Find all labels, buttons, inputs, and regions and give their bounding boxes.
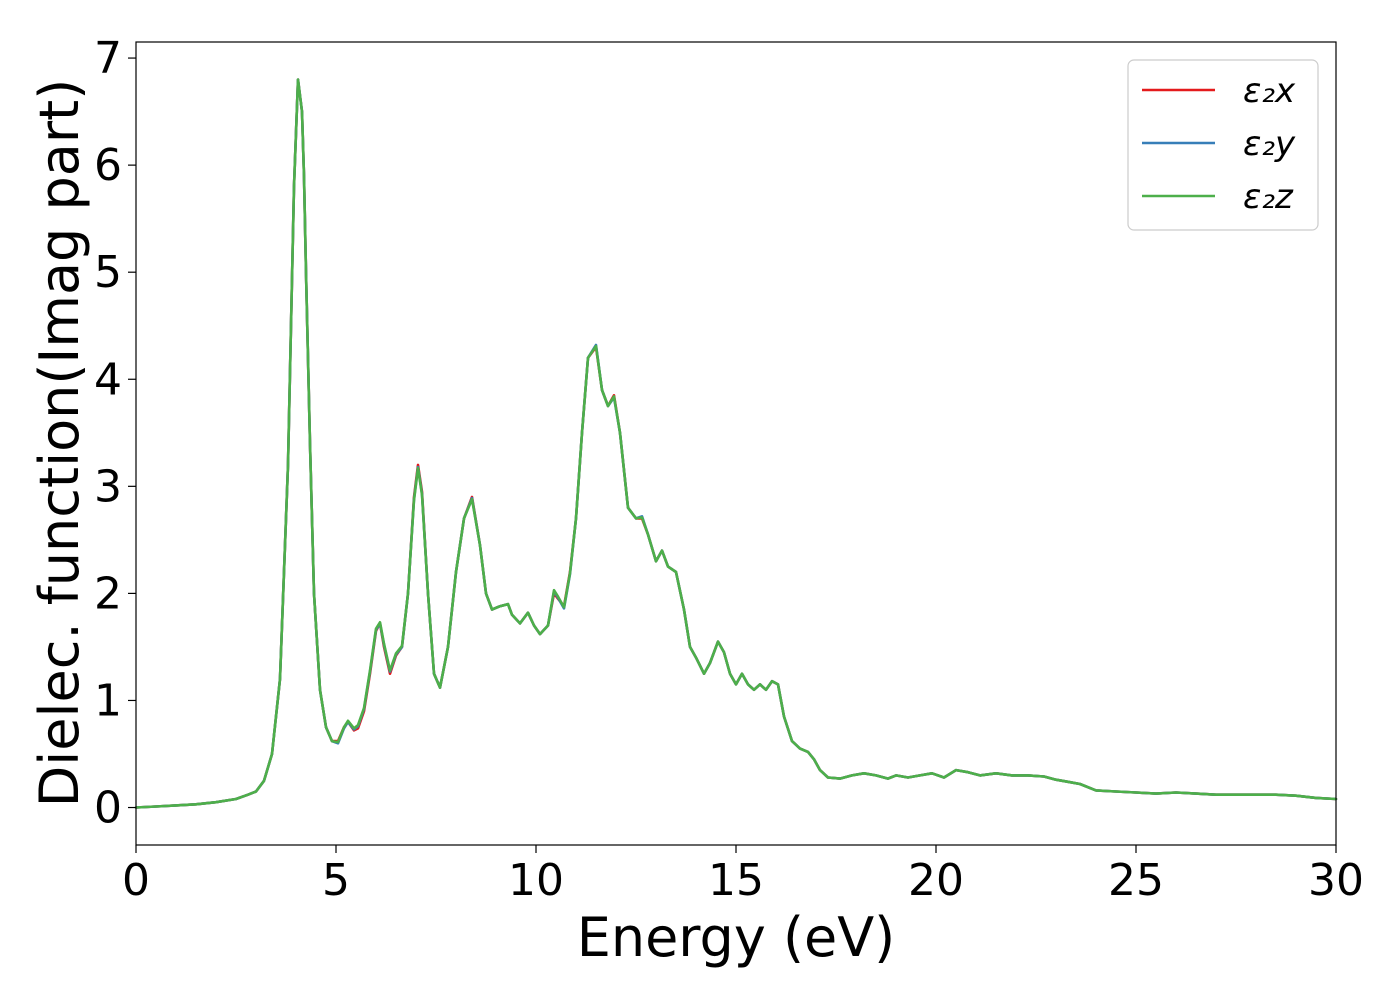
y-tick-label: 5 (94, 247, 122, 298)
x-axis-label: Energy (eV) (577, 906, 896, 969)
series-line-e2z (134, 78, 1338, 809)
x-tick-label: 0 (122, 855, 150, 906)
y-axis-label: Dielec. function(Imag part) (28, 79, 91, 808)
x-tick-label: 5 (322, 855, 350, 906)
series-layer (134, 78, 1338, 809)
legend: ε₂x ε₂y ε₂z (1127, 59, 1319, 231)
legend-box (1127, 59, 1319, 231)
x-tick-label: 25 (1108, 855, 1164, 906)
x-tick-label: 20 (908, 855, 964, 906)
y-tick-label: 7 (94, 33, 122, 84)
y-tick-label: 4 (94, 354, 122, 405)
x-axis-ticks: 0 5 10 15 20 25 30 (122, 845, 1364, 906)
x-tick-label: 10 (508, 855, 564, 906)
y-axis-ticks: 0 1 2 3 4 5 6 7 (94, 33, 136, 834)
legend-entry-e2x-label: ε₂x (1243, 71, 1296, 111)
y-tick-label: 6 (94, 140, 122, 191)
y-tick-label: 3 (94, 461, 122, 512)
y-tick-label: 0 (94, 783, 122, 834)
legend-entry-e2z-label: ε₂z (1243, 177, 1294, 217)
y-tick-label: 2 (94, 568, 122, 619)
x-tick-label: 15 (708, 855, 764, 906)
x-tick-label: 30 (1308, 855, 1364, 906)
legend-entry-e2y-label: ε₂y (1243, 124, 1296, 164)
y-tick-label: 1 (94, 675, 122, 726)
